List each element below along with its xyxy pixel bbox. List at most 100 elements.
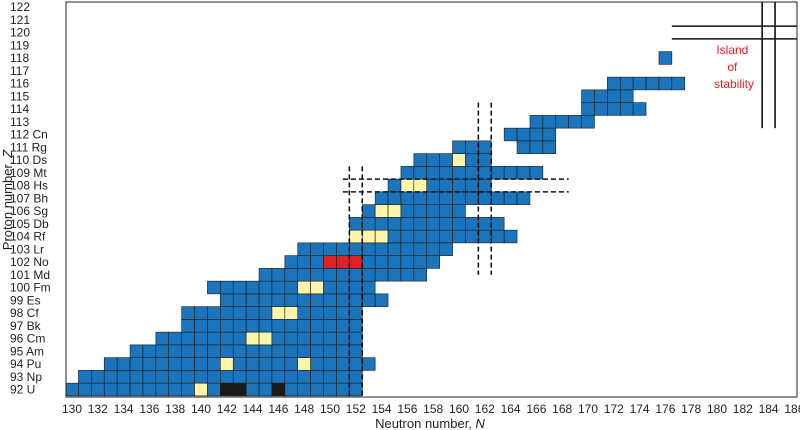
nuclide-cell [349,319,363,333]
x-tick-label: 148 [294,402,314,416]
nuclide-cell [594,89,608,103]
nuclide-cell-highlight [374,229,389,244]
nuclide-cell [336,280,350,295]
nuclide-cell [413,191,428,205]
nuclide-cell [490,166,505,180]
nuclide-cell [439,217,453,231]
nuclide-cell [387,191,402,205]
nuclide-cell [220,331,234,346]
x-tick-label: 154 [372,402,392,416]
nuclide-cell [181,370,195,384]
nuclide-cell [452,204,466,218]
nuclide-cell [349,344,363,358]
nuclide-cell [607,102,621,116]
nuclide-cell [361,268,376,282]
nuclide-cell [284,280,299,295]
nuclide-cell [181,382,195,397]
y-tick-label: 101 Md [10,268,50,282]
nuclide-cell [310,382,324,397]
magic-number-lines [342,2,797,397]
nuclide-cell [452,229,466,244]
nuclide-cell-highlight [271,306,286,320]
nuclide-cell [503,166,518,180]
nuclide-cell [271,331,286,346]
nuclide-cell [232,344,247,358]
x-tick-label: 140 [191,402,211,416]
nuclide-cell [271,268,286,282]
nuclide-cell [336,382,350,397]
nuclide-cell [232,293,247,307]
nuclide-cell [619,89,634,103]
nuclide-cell [529,140,544,154]
nuclide-cell [439,178,453,193]
nuclide-cell [413,229,428,244]
nuclide-cell [516,127,531,142]
nuclide-cell [297,268,311,282]
x-tick-label: 136 [139,402,159,416]
nuclide-cell [439,229,453,244]
nuclide-cell-highlight [220,357,234,371]
x-tick-label: 174 [630,402,650,416]
nuclide-cell [271,293,286,307]
nuclide-cell [310,319,324,333]
nuclide-cell [220,370,234,384]
nuclide-cell [258,280,273,295]
x-tick-label: 156 [397,402,417,416]
nuclide-cell [297,382,311,397]
y-tick-label: 108 Hs [10,179,48,193]
nuclide-cell [336,242,350,256]
y-tick-label: 104 Rf [10,230,46,244]
y-tick-label: 116 [10,77,29,91]
x-axis-title-text: Neutron number, [375,416,475,430]
nuclide-cell [465,178,479,193]
nuclide-cell [645,76,660,91]
nuclide-cell [465,166,479,180]
nuclide-cell [361,293,376,307]
nuclide-cell [400,204,415,218]
nuclide-cell [207,370,221,384]
nuclide-cell [284,331,299,346]
nuclide-cell [361,217,376,231]
nuclide-cell-highlight [387,204,402,218]
nuclide-cell [516,166,531,180]
nuclide-cell [529,166,544,180]
nuclide-cell [426,191,440,205]
x-tick-label: 176 [655,402,675,416]
nuclide-cell [400,255,415,269]
nuclide-cell [168,331,182,346]
nuclide-cell [503,229,518,244]
nuclide-cell [387,217,402,231]
nuclide-cell [465,191,479,205]
nuclide-cell [284,319,299,333]
nuclide-cell [439,166,453,180]
nuclide-cell [323,242,337,256]
nuclide-cell-highlight [452,153,466,167]
nuclide-cell-black [220,382,234,397]
y-tick-label: 100 Fm [10,281,51,295]
nuclide-cell-highlight [413,178,428,193]
y-tick-label: 119 [10,38,29,52]
nuclide-cell [542,127,557,142]
nuclide-cell [490,191,505,205]
nuclide-cell [400,166,415,180]
nuclide-cell [155,344,170,358]
nuclide-cell [658,76,673,91]
y-tick-label: 105 Db [10,217,49,231]
nuclide-cell [297,255,311,269]
nuclide-cell [478,166,492,180]
nuclide-cell [181,344,195,358]
y-tick-label: 118 [10,51,29,65]
y-tick-label: 103 Lr [10,242,44,256]
nuclide-cell [129,344,144,358]
y-tick-label: 95 Am [10,344,44,358]
nuclide-cell [413,153,428,167]
nuclide-cell [91,382,105,397]
nuclide-cell-red [349,255,363,269]
y-axis-title-var: Z [0,149,15,159]
nuclide-cell-highlight [400,178,415,193]
nuclide-cell [245,357,260,371]
nuclide-cell [452,140,466,154]
nuclide-cell [374,242,389,256]
nuclide-cell [323,280,337,295]
nuclide-cell [181,357,195,371]
